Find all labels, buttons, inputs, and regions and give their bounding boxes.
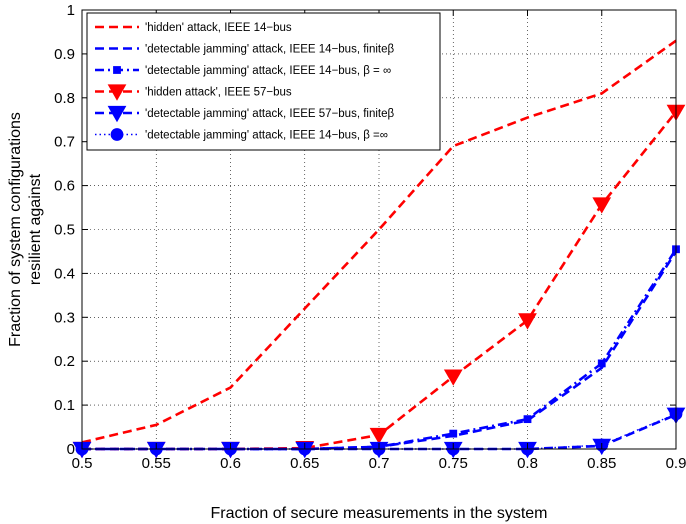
legend-item: 'detectable jamming' attack, IEEE 14−bus…	[95, 44, 395, 56]
x-tick-label: 0.55	[142, 455, 171, 472]
legend-label: 'detectable jamming' attack, IEEE 14−bus…	[145, 65, 391, 77]
data-point	[443, 369, 463, 386]
y-axis-label-line: Fraction of system configurations	[7, 112, 24, 347]
y-tick-label: 0.2	[54, 353, 75, 370]
legend-item: 'hidden' attack, IEEE 14−bus	[95, 22, 292, 34]
x-tick-label: 0.8	[517, 455, 538, 472]
data-point	[597, 359, 606, 368]
legend-item: 'detectable jamming' attack, IEEE 14−bus…	[95, 128, 388, 142]
y-tick-label: 0.1	[54, 397, 75, 414]
data-point	[369, 427, 389, 445]
series-line	[81, 39, 677, 444]
series-1	[81, 39, 677, 444]
x-tick-label: 0.85	[587, 455, 616, 472]
x-tick-label: 0.5	[72, 455, 93, 472]
x-tick-label: 0.65	[290, 455, 319, 472]
legend-item: 'detectable jamming' attack, IEEE 57−bus…	[95, 105, 395, 123]
x-tick-label: 0.7	[369, 455, 390, 472]
legend-label: 'detectable jamming' attack, IEEE 57−bus…	[145, 108, 395, 120]
x-tick-label: 0.75	[439, 455, 468, 472]
y-axis-label-line: resilient against	[27, 173, 44, 285]
legend-swatch-marker	[113, 66, 121, 74]
axis-ticks: 0.5 0.55 0.6 0.65 0.7 0.75 0.8 0.85 0.9 0 0.1 0.2 0.…	[54, 2, 686, 472]
legend: 'hidden' attack, IEEE 14−bus 'detectable …	[86, 12, 441, 151]
legend-item: 'detectable jamming' attack, IEEE 14−bus…	[95, 65, 391, 77]
data-point	[523, 415, 532, 424]
y-tick-label: 0.3	[54, 309, 75, 326]
x-tick-label: 0.6	[220, 455, 241, 472]
y-tick-label: 0	[67, 441, 75, 458]
x-tick-label: 0.9	[666, 455, 686, 472]
y-tick-label: 0.9	[54, 46, 75, 63]
legend-label: 'detectable jamming' attack, IEEE 14−bus…	[145, 44, 395, 56]
y-tick-label: 0.8	[54, 90, 75, 107]
data-point	[449, 429, 458, 438]
legend-label: 'detectable jamming' attack, IEEE 14−bus…	[145, 130, 388, 142]
x-axis-label: Fraction of secure measurements in the s…	[210, 505, 547, 522]
legend-swatch-marker	[110, 128, 124, 141]
y-tick-label: 0.6	[54, 178, 75, 195]
legend-box	[86, 12, 441, 151]
y-tick-label: 0.7	[54, 134, 75, 151]
y-tick-label: 1	[67, 2, 75, 19]
legend-label: 'hidden attack', IEEE 57−bus	[145, 87, 292, 99]
y-tick-label: 0.5	[54, 222, 75, 239]
legend-item: 'hidden attack', IEEE 57−bus	[95, 84, 292, 101]
y-tick-label: 0.4	[54, 265, 75, 282]
legend-label: 'hidden' attack, IEEE 14−bus	[145, 22, 292, 34]
y-axis-label: Fraction of system configurations resilie…	[7, 112, 44, 347]
data-point	[592, 197, 612, 214]
data-point	[518, 313, 537, 330]
legend-swatch-marker	[107, 105, 127, 123]
legend-swatch-marker	[107, 84, 127, 101]
